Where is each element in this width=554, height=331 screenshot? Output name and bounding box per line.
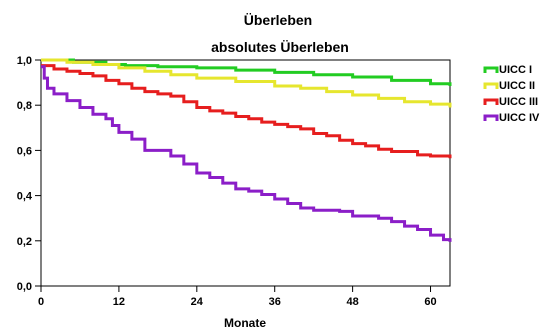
plot-area — [40, 59, 451, 287]
series-layer — [41, 58, 452, 242]
axis-layer: 0 12 24 36 48 60 0,0 0,2 0,4 0,6 0,8 1,0 — [17, 55, 437, 308]
series-line-uicc-iv — [41, 65, 452, 242]
chart-subtitle: absolutes Überleben — [211, 39, 349, 55]
y-tick-label: 0,8 — [17, 100, 32, 112]
x-tick-label: 60 — [424, 296, 436, 308]
x-axis-label: Monate — [224, 316, 266, 330]
x-tick-label: 36 — [269, 296, 281, 308]
legend-swatch — [483, 82, 499, 89]
y-tick-label: 0,6 — [17, 145, 32, 157]
x-tick-label: 24 — [191, 296, 204, 308]
series-line-uicc-ii — [41, 58, 452, 108]
y-tick-label: 0,2 — [17, 236, 32, 248]
x-tick-label: 48 — [346, 296, 358, 308]
legend-swatch — [483, 66, 499, 73]
legend-label: UICC III — [499, 96, 538, 108]
legend-label: UICC I — [499, 64, 532, 76]
legend-label: UICC IV — [499, 112, 540, 124]
legend-label: UICC II — [499, 80, 535, 92]
series-line-uicc-iii — [41, 64, 452, 159]
y-tick-label: 0,4 — [17, 191, 33, 203]
x-tick-label: 12 — [113, 296, 125, 308]
x-tick-label: 0 — [38, 296, 44, 308]
legend-swatch — [483, 98, 499, 105]
legend: UICC I UICC II UICC III UICC IV — [483, 64, 540, 124]
y-tick-label: 0,0 — [17, 281, 32, 293]
y-tick-label: 1,0 — [17, 55, 32, 67]
legend-swatch — [483, 114, 499, 121]
chart-title: Überleben — [244, 12, 312, 28]
